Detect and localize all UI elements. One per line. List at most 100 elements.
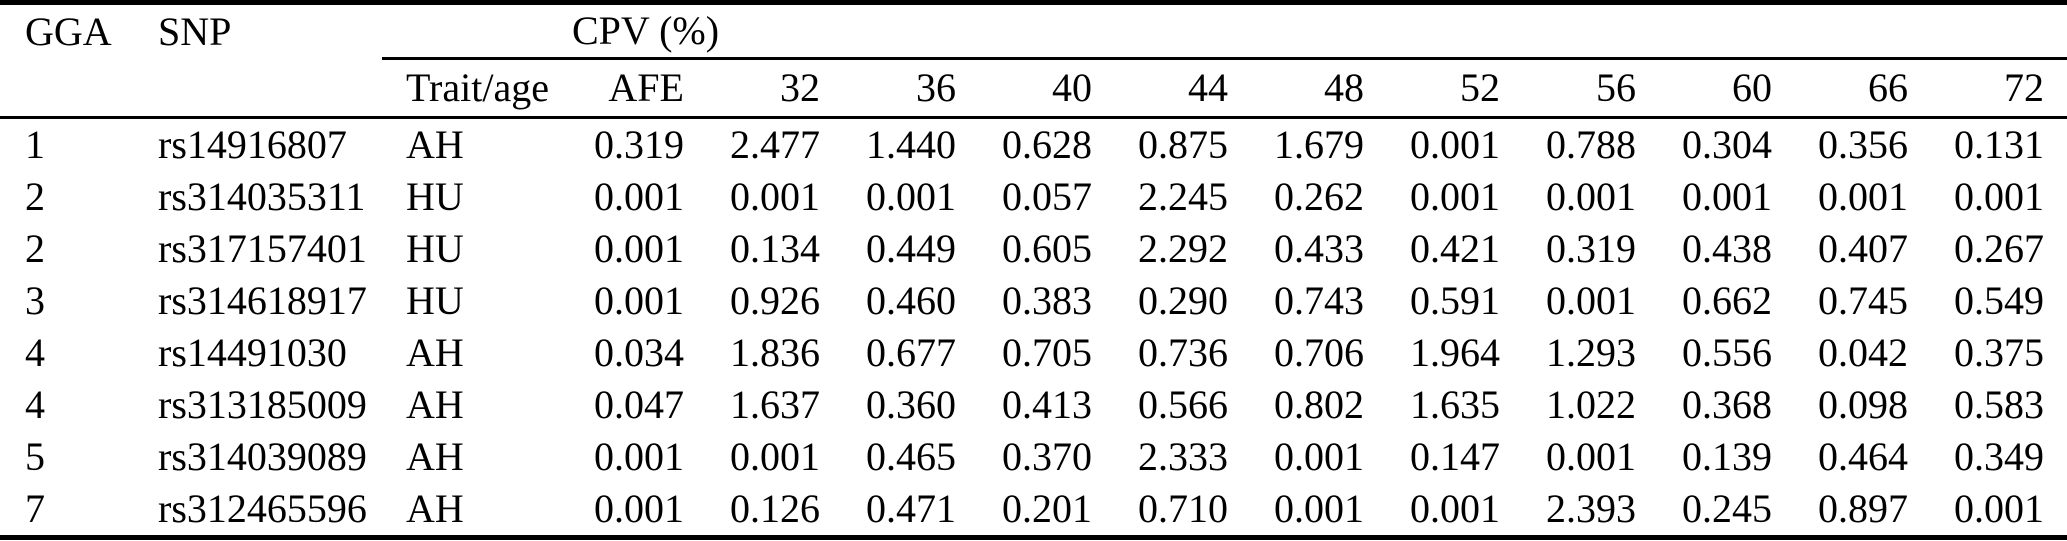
- subheader-empty-gga: [0, 58, 158, 119]
- cpv-value-cell: 0.802: [1274, 382, 1364, 427]
- subheader-52: 52: [1364, 58, 1500, 119]
- cpv-value-cell: 1.440: [866, 122, 956, 167]
- cpv-value-cell: 0.139: [1682, 434, 1772, 479]
- subheader-spacer: [2044, 58, 2067, 119]
- cpv-value-cell: 0.677: [866, 330, 956, 375]
- gga-cell: 7: [25, 486, 45, 531]
- table-row: 4 rs14491030 AH 0.034 1.836 0.677 0.705 0.736 0.…: [0, 327, 2067, 379]
- cpv-value-cell: 0.001: [730, 174, 820, 219]
- cpv-value-cell: 0.449: [866, 226, 956, 271]
- cpv-value-cell: 0.591: [1410, 278, 1500, 323]
- gga-cell: 5: [25, 434, 45, 479]
- gga-cell: 1: [25, 122, 45, 167]
- cpv-value-cell: 0.262: [1274, 174, 1364, 219]
- snp-cell: rs313185009: [158, 382, 367, 427]
- cpv-value-cell: 0.413: [1002, 382, 1092, 427]
- cpv-value-cell: 2.477: [730, 122, 820, 167]
- cpv-value-cell: 0.662: [1682, 278, 1772, 323]
- cpv-value-cell: 0.383: [1002, 278, 1092, 323]
- table-subheader-row: Trait/age AFE 32 36 40 44 48 52 56 60 66 72: [0, 58, 2067, 119]
- cpv-value-cell: 0.126: [730, 486, 820, 531]
- snp-cell: rs14491030: [158, 330, 347, 375]
- snp-cell: rs314035311: [158, 174, 366, 219]
- cpv-value-cell: 1.836: [730, 330, 820, 375]
- row-spacer: [2044, 327, 2067, 379]
- table-body: 1 rs14916807 AH 0.319 2.477 1.440 0.628 0.875 1.…: [0, 118, 2067, 538]
- cpv-value-cell: 0.001: [1410, 122, 1500, 167]
- cpv-value-cell: 0.001: [1274, 486, 1364, 531]
- cpv-value-cell: 0.131: [1954, 122, 2044, 167]
- gga-cell: 4: [25, 330, 45, 375]
- cpv-value-cell: 1.964: [1410, 330, 1500, 375]
- cpv-value-cell: 0.465: [866, 434, 956, 479]
- cpv-value-cell: 0.245: [1682, 486, 1772, 531]
- cpv-value-cell: 0.001: [594, 486, 684, 531]
- cpv-value-cell: 0.034: [594, 330, 684, 375]
- cpv-value-cell: 0.710: [1138, 486, 1228, 531]
- cpv-value-cell: 0.407: [1818, 226, 1908, 271]
- cpv-value-cell: 0.438: [1682, 226, 1772, 271]
- cpv-value-cell: 0.304: [1682, 122, 1772, 167]
- snp-cell: rs314039089: [158, 434, 367, 479]
- cpv-value-cell: 0.705: [1002, 330, 1092, 375]
- table-head: GGA SNP CPV (%) Trait/age AFE 32 36 40 44 48 52…: [0, 2, 2067, 119]
- cpv-value-cell: 0.047: [594, 382, 684, 427]
- trait-cell: AH: [406, 382, 464, 427]
- cpv-value-cell: 0.356: [1818, 122, 1908, 167]
- subheader-40: 40: [956, 58, 1092, 119]
- cpv-value-cell: 2.245: [1138, 174, 1228, 219]
- cpv-value-cell: 0.370: [1002, 434, 1092, 479]
- trait-cell: HU: [406, 278, 464, 323]
- cpv-value-cell: 1.022: [1546, 382, 1636, 427]
- subheader-44: 44: [1092, 58, 1228, 119]
- cpv-value-cell: 0.460: [866, 278, 956, 323]
- cpv-value-cell: 0.471: [866, 486, 956, 531]
- cpv-value-cell: 0.375: [1954, 330, 2044, 375]
- cpv-value-cell: 0.360: [866, 382, 956, 427]
- trait-cell: AH: [406, 330, 464, 375]
- subheader-66: 66: [1772, 58, 1908, 119]
- subheader-32: 32: [684, 58, 820, 119]
- subheader-trait-age: Trait/age: [382, 58, 550, 119]
- cpv-value-cell: 0.001: [730, 434, 820, 479]
- snp-cell: rs317157401: [158, 226, 367, 271]
- cpv-value-cell: 0.001: [1546, 174, 1636, 219]
- subheader-60: 60: [1636, 58, 1772, 119]
- cpv-value-cell: 2.292: [1138, 226, 1228, 271]
- table-header-group-row: GGA SNP CPV (%): [0, 2, 2067, 60]
- cpv-value-cell: 1.679: [1274, 122, 1364, 167]
- cpv-value-cell: 0.001: [1818, 174, 1908, 219]
- cpv-value-cell: 0.001: [594, 434, 684, 479]
- cpv-value-cell: 0.001: [1954, 174, 2044, 219]
- cpv-value-cell: 0.745: [1818, 278, 1908, 323]
- row-spacer: [2044, 223, 2067, 275]
- cpv-value-cell: 0.897: [1818, 486, 1908, 531]
- subheader-72: 72: [1908, 58, 2044, 119]
- cpv-value-cell: 0.001: [1274, 434, 1364, 479]
- cpv-value-cell: 0.001: [1682, 174, 1772, 219]
- snp-cell: rs14916807: [158, 122, 347, 167]
- cpv-value-cell: 0.001: [594, 226, 684, 271]
- cpv-value-cell: 0.556: [1682, 330, 1772, 375]
- cpv-value-cell: 0.706: [1274, 330, 1364, 375]
- row-spacer: [2044, 483, 2067, 538]
- table-row: 7 rs312465596 AH 0.001 0.126 0.471 0.201 0.710 0…: [0, 483, 2067, 538]
- gga-cell: 2: [25, 226, 45, 271]
- cpv-value-cell: 0.421: [1410, 226, 1500, 271]
- row-spacer: [2044, 431, 2067, 483]
- table-row: 1 rs14916807 AH 0.319 2.477 1.440 0.628 0.875 1.…: [0, 118, 2067, 172]
- subheader-36: 36: [820, 58, 956, 119]
- trait-cell: AH: [406, 486, 464, 531]
- cpv-value-cell: 0.433: [1274, 226, 1364, 271]
- cpv-value-cell: 0.201: [1002, 486, 1092, 531]
- cpv-value-cell: 0.464: [1818, 434, 1908, 479]
- cpv-value-cell: 0.001: [594, 174, 684, 219]
- subheader-48: 48: [1228, 58, 1364, 119]
- trait-cell: AH: [406, 434, 464, 479]
- cpv-value-cell: 0.566: [1138, 382, 1228, 427]
- row-spacer: [2044, 275, 2067, 327]
- cpv-value-cell: 0.875: [1138, 122, 1228, 167]
- table-row: 2 rs314035311 HU 0.001 0.001 0.001 0.057 2.245 0…: [0, 171, 2067, 223]
- table-row: 3 rs314618917 HU 0.001 0.926 0.460 0.383 0.290 0…: [0, 275, 2067, 327]
